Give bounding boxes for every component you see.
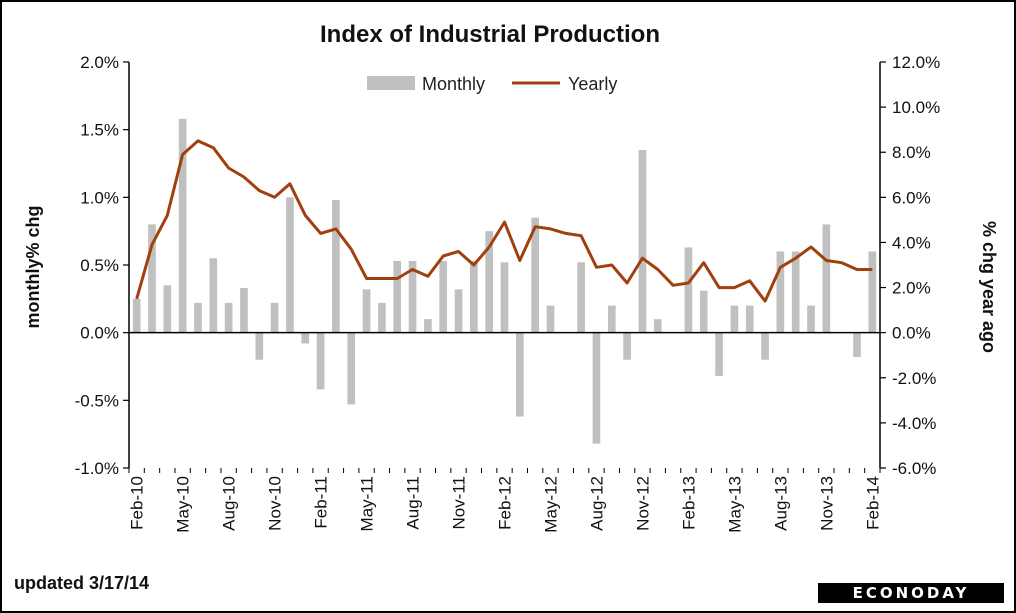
monthly-bar (761, 332, 769, 360)
x-tick-label: Aug-10 (220, 476, 239, 531)
monthly-bar (439, 260, 448, 333)
monthly-bar (316, 332, 325, 390)
left-tick-label: 2.0% (80, 53, 119, 72)
x-tick-label: Nov-13 (817, 476, 836, 531)
monthly-bar (255, 332, 264, 360)
monthly-bar (286, 197, 294, 333)
monthly-bar (485, 231, 494, 333)
right-tick-label: -2.0% (892, 369, 936, 388)
x-tick-label: Feb-10 (128, 476, 147, 530)
monthly-bar (684, 247, 693, 333)
monthly-bar (515, 332, 524, 417)
chart-title: Index of Industrial Production (320, 21, 660, 48)
monthly-bar (715, 332, 723, 376)
legend-monthly-label: Monthly (422, 74, 485, 94)
updated-note: updated 3/17/14 (14, 573, 150, 593)
left-tick-label: 1.0% (80, 188, 119, 207)
x-tick-label: Nov-10 (266, 476, 285, 531)
x-tick-label: May-11 (358, 476, 377, 531)
monthly-bar (807, 305, 815, 333)
monthly-bar (822, 224, 831, 333)
left-tick-label: 0.0% (80, 324, 119, 343)
monthly-bar (607, 305, 616, 333)
monthly-bar (178, 118, 187, 333)
monthly-bar (378, 302, 386, 333)
x-tick-label: May-10 (174, 476, 193, 533)
x-tick-label: May-12 (542, 476, 561, 533)
monthly-bar (224, 302, 233, 333)
monthly-bar (531, 217, 539, 333)
right-tick-label: 0.0% (892, 324, 931, 343)
monthly-bar (347, 332, 356, 405)
monthly-bar (638, 149, 647, 333)
monthly-bar (454, 289, 463, 333)
monthly-bar (132, 298, 141, 333)
monthly-bar (623, 332, 631, 360)
left-tick-label: -1.0% (75, 459, 119, 478)
right-tick-label: 10.0% (892, 98, 940, 117)
monthly-bar (194, 302, 202, 333)
monthly-bar (853, 332, 861, 358)
right-tick-label: 8.0% (892, 143, 931, 162)
monthly-bar (868, 251, 877, 333)
x-tick-label: Nov-11 (450, 476, 469, 530)
monthly-bar (148, 224, 156, 333)
monthly-bar (730, 305, 739, 333)
x-tick-label: Aug-12 (588, 476, 607, 531)
monthly-bar (653, 319, 662, 333)
left-tick-label: 1.5% (80, 121, 119, 140)
monthly-bar (301, 332, 310, 344)
monthly-bar (332, 200, 340, 333)
monthly-bar (592, 332, 601, 444)
x-axis-ticks: Feb-10 May-10 Aug-10 Nov-10 Feb-11 May-11 Aug-… (128, 468, 882, 533)
left-axis-ticks: 2.0% 1.5% 1.0% 0.5% 0.0% -0.5% -1.0% (75, 53, 129, 478)
monthly-bar (393, 260, 402, 333)
monthly-bar (240, 288, 248, 333)
x-tick-label: Feb-11 (312, 476, 331, 529)
econoday-logo: ECONODAY (818, 583, 1004, 603)
monthly-bar (546, 305, 555, 333)
monthly-bar (362, 289, 371, 333)
monthly-bar (500, 262, 509, 333)
monthly-bar (163, 285, 172, 333)
monthly-bar (699, 290, 708, 333)
x-tick-label: Nov-12 (633, 476, 652, 531)
x-tick-label: Feb-14 (863, 476, 882, 530)
right-tick-label: 6.0% (892, 188, 931, 207)
x-tick-label: Feb-13 (679, 476, 698, 530)
left-tick-label: 0.5% (80, 256, 119, 275)
monthly-bar (270, 302, 279, 333)
left-tick-label: -0.5% (75, 391, 119, 410)
monthly-bar (577, 262, 585, 333)
monthly-bars (132, 118, 877, 444)
right-tick-label: -4.0% (892, 414, 936, 433)
right-axis-ticks: 12.0% 10.0% 8.0% 6.0% 4.0% 2.0% 0.0% -2.0% -4.0%… (880, 53, 940, 478)
monthly-bar (791, 251, 800, 333)
right-tick-label: 2.0% (892, 279, 931, 298)
legend-monthly-swatch (367, 76, 415, 90)
right-tick-label: -6.0% (892, 459, 936, 478)
monthly-bar (745, 305, 754, 333)
right-tick-label: 12.0% (892, 53, 940, 72)
monthly-bar (424, 319, 432, 333)
x-tick-label: Aug-11 (404, 476, 423, 530)
x-tick-label: Aug-13 (771, 476, 790, 531)
monthly-bar (209, 258, 218, 333)
monthly-bar (470, 260, 478, 333)
right-axis-label: % chg year ago (979, 221, 999, 353)
x-tick-label: May-13 (725, 476, 744, 533)
yearly-series-line (135, 139, 873, 303)
x-tick-label: Feb-12 (496, 476, 515, 530)
monthly-bar (776, 251, 785, 333)
legend-yearly-label: Yearly (568, 74, 617, 94)
left-axis-label: monthly% chg (23, 205, 43, 328)
right-tick-label: 4.0% (892, 233, 931, 252)
monthly-bar (408, 260, 417, 333)
legend: Monthly Yearly (367, 74, 617, 94)
